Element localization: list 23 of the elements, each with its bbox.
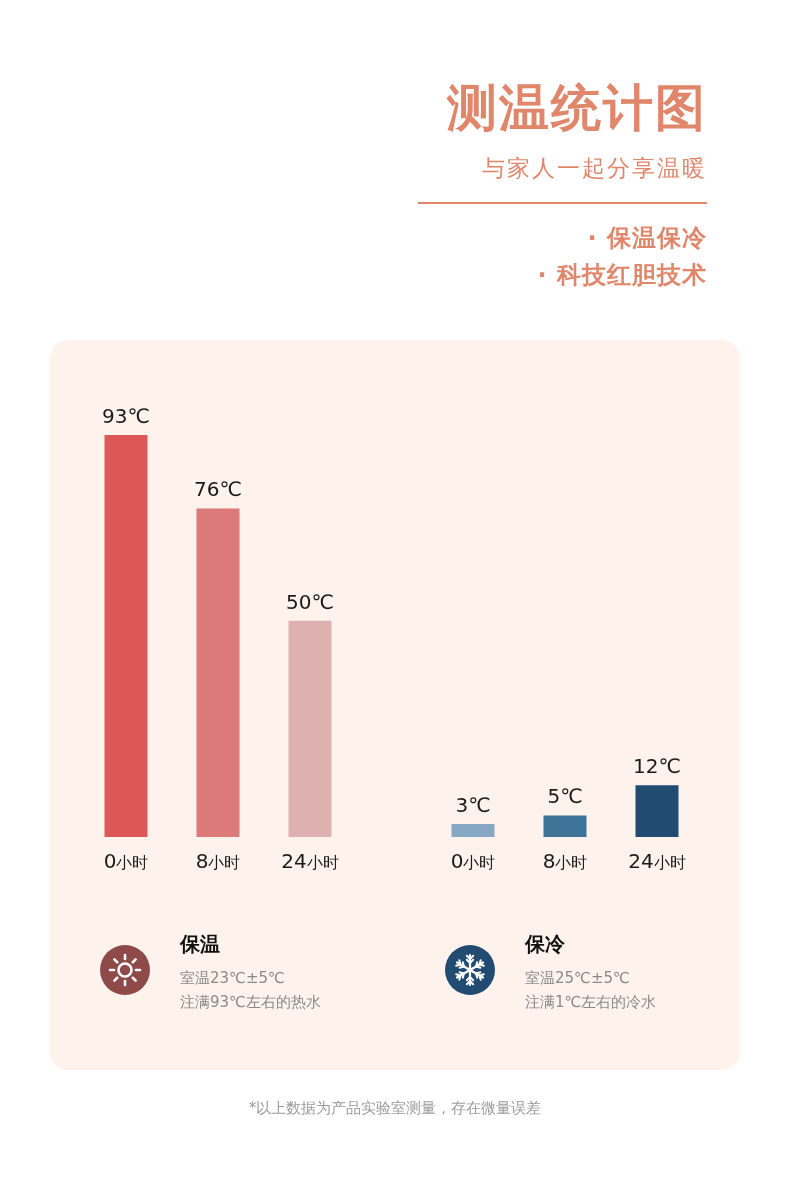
data-label: 12℃	[633, 754, 681, 779]
text: 与家人一起分享温暖	[482, 154, 707, 182]
x-tick-label: 8小时	[542, 849, 588, 873]
x-tick-label: 0小时	[103, 849, 149, 873]
text: 保温	[180, 932, 220, 956]
data-label: 5℃	[547, 784, 583, 809]
text: 保冷	[525, 932, 565, 956]
data-label: 3℃	[455, 793, 491, 818]
x-tick-label: 24小时	[628, 849, 686, 873]
text: *以上数据为产品实验室测量，存在微量误差	[247, 1098, 543, 1119]
text: 室温25℃±5℃	[525, 968, 630, 989]
text: 测温统计图	[447, 79, 707, 137]
text: · 保温保冷	[587, 223, 707, 254]
x-tick-label: 0小时	[450, 849, 496, 873]
text: 室温23℃±5℃	[180, 968, 285, 989]
data-label: 93℃	[102, 404, 150, 428]
text: 注满1℃左右的冷水	[525, 992, 657, 1013]
text: 注满93℃左右的热水	[180, 992, 321, 1013]
x-tick-label: 8小时	[195, 849, 241, 873]
data-label: 50℃	[286, 589, 334, 614]
text: · 科技红胆技术	[537, 260, 707, 291]
data-label: 76℃	[194, 477, 242, 502]
x-tick-label: 24小时	[281, 849, 339, 873]
